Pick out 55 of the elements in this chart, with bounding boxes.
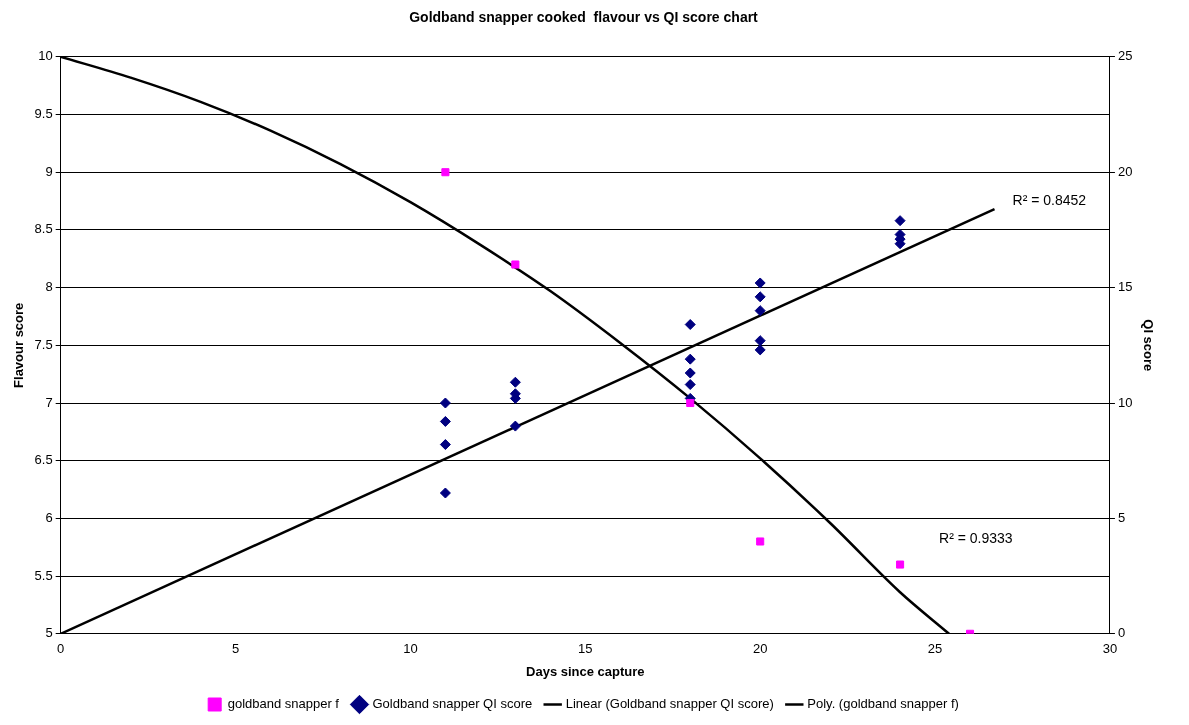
point <box>439 397 451 409</box>
legend-label: Linear (Goldband snapper QI score) <box>565 696 774 712</box>
point <box>511 260 520 269</box>
y-tick-label: 9 <box>45 163 53 179</box>
y2-tick-label: 5 <box>1117 509 1126 525</box>
y2-tick-label: 10 <box>1117 394 1133 410</box>
point <box>439 415 451 427</box>
x-tick-label: 15 <box>578 641 593 657</box>
legend-label: Goldband snapper QI score <box>372 696 533 712</box>
annotation: R² = 0.8452 <box>1012 191 1087 208</box>
x-tick-label: 0 <box>57 641 65 657</box>
y-tick-label: 6.5 <box>34 452 53 468</box>
y-tick-label: 8 <box>45 279 53 295</box>
x-tick-label: 25 <box>927 641 943 657</box>
chart-title: Goldband snapper cooked flavour vs QI score chart <box>409 9 759 26</box>
y-tick-label: 9.5 <box>34 106 53 122</box>
point <box>441 168 450 177</box>
legend-label: Poly. (goldband snapper f) <box>807 696 959 712</box>
point <box>754 291 766 303</box>
y-tick-label: 7.5 <box>34 336 53 352</box>
y-tick-label: 5.5 <box>34 567 53 583</box>
point <box>439 487 451 499</box>
y2-tick-label: 25 <box>1117 48 1133 64</box>
annotation: R² = 0.9333 <box>939 529 1013 546</box>
x-tick-label: 5 <box>231 641 240 657</box>
legend-label: goldband snapper f <box>227 696 340 712</box>
y-axis-title: Flavour score <box>11 302 27 388</box>
y-tick-label: 7 <box>45 394 53 410</box>
x-tick-label: 30 <box>1102 641 1118 657</box>
y2-axis-title: QI score <box>1140 319 1156 372</box>
y-tick-label: 6 <box>45 509 53 525</box>
point <box>684 353 696 365</box>
point <box>754 305 766 317</box>
point <box>509 420 521 432</box>
x-axis-title: Days since capture <box>526 663 645 679</box>
point <box>686 398 695 408</box>
point <box>684 379 696 391</box>
point <box>756 537 765 546</box>
point <box>754 335 766 347</box>
point <box>754 277 766 289</box>
point <box>896 560 905 569</box>
x-tick-label: 10 <box>403 641 418 657</box>
y-tick-label: 10 <box>38 48 53 64</box>
y2-tick-label: 15 <box>1117 279 1133 295</box>
point <box>684 319 696 331</box>
point <box>509 376 521 388</box>
point <box>684 367 696 379</box>
point <box>754 344 766 356</box>
y-tick-label: 8.5 <box>34 221 53 237</box>
point <box>894 215 906 227</box>
y2-tick-label: 20 <box>1117 163 1133 179</box>
point <box>439 439 451 451</box>
y2-tick-label: 0 <box>1117 625 1126 641</box>
y-tick-label: 5 <box>45 625 53 641</box>
x-tick-label: 20 <box>752 641 768 657</box>
